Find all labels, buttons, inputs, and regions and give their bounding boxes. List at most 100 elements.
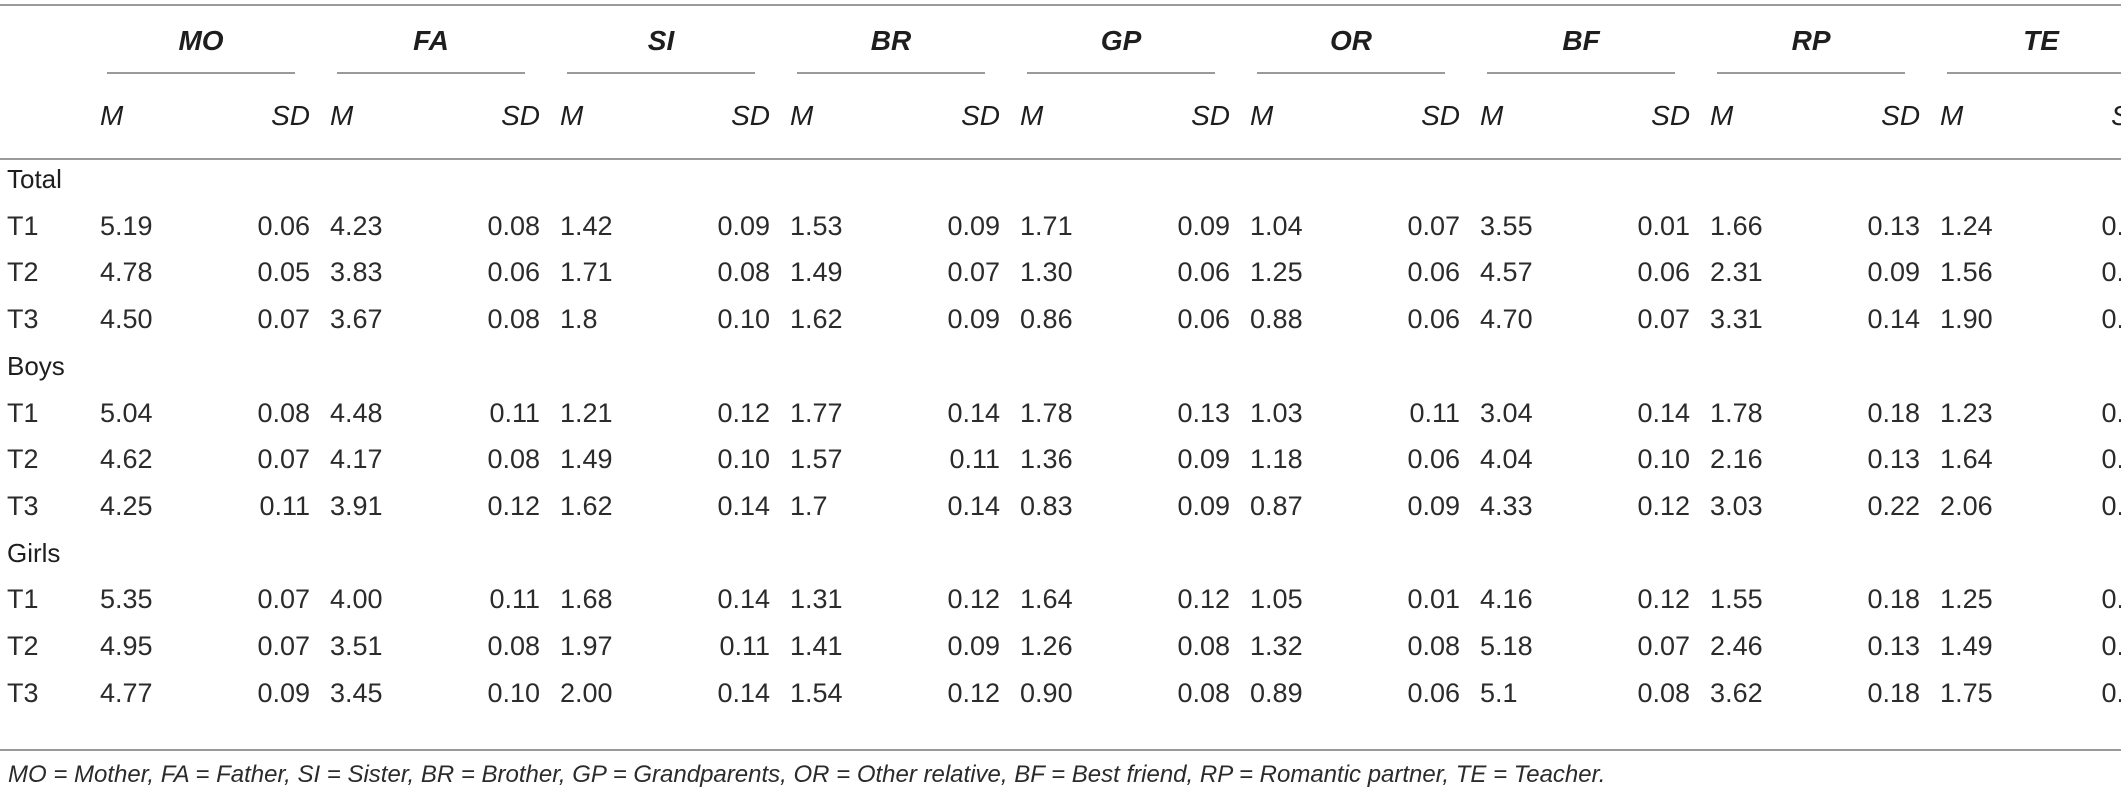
group-label: GP xyxy=(1100,25,1142,56)
mean-value-cell: 5.35 xyxy=(100,584,153,615)
sd-value-cell: 0.14 xyxy=(717,584,771,615)
table-row: T2 4.62 0.07 4.17 0.08 1.49 0.10 1.57 0.11 1.36 0.… xyxy=(0,436,2121,483)
table-footnote: MO = Mother, FA = Father, SI = Sister, B… xyxy=(8,761,1606,788)
sd-value-cell: 0.07 xyxy=(257,584,311,615)
sd-value-cell: 0.12 xyxy=(947,584,1001,615)
mean-value-cell: 5.19 xyxy=(100,210,153,241)
sd-value-cell: 0.11 xyxy=(489,397,541,428)
sd-value-cell: 0.12 xyxy=(1177,584,1231,615)
section-label: Girls xyxy=(7,537,61,568)
sd-subheader: SD xyxy=(1421,100,1461,131)
sd-value-cell: 0.08 xyxy=(487,630,541,661)
mean-value-cell: 1.53 xyxy=(790,210,843,241)
mean-value-cell: 4.33 xyxy=(1480,490,1533,521)
sd-value-cell: 0.08 xyxy=(1407,630,1461,661)
sd-value-cell: 0.09 xyxy=(717,210,771,241)
time-point-label: T3 xyxy=(7,677,39,708)
mean-value-cell: 4.95 xyxy=(100,630,153,661)
sd-value-cell: 0.06 xyxy=(487,257,541,288)
mean-value-cell: 1.25 xyxy=(1250,257,1303,288)
sd-value-cell: 0.08 xyxy=(1177,630,1231,661)
group-header-si: SI xyxy=(546,6,776,76)
table-row: T1 5.04 0.08 4.48 0.11 1.21 0.12 1.77 0.14 1.78 0.… xyxy=(0,390,2121,437)
sd-value-cell: 0.12 xyxy=(1637,490,1691,521)
corner-cell xyxy=(0,76,86,156)
mean-value-cell: 1.25 xyxy=(1940,584,1993,615)
mean-value-cell: 3.67 xyxy=(330,303,383,334)
mean-value-cell: 2.06 xyxy=(1940,490,1993,521)
sd-value-cell: 0.11 xyxy=(719,630,771,661)
top-rule xyxy=(0,4,2121,6)
sd-value-cell: 0.08 xyxy=(257,397,311,428)
sd-subheader: SD xyxy=(1881,100,1921,131)
sd-subheader: SD xyxy=(731,100,771,131)
sd-value-cell: 0.09 xyxy=(947,210,1001,241)
mean-value-cell: 1.62 xyxy=(560,490,613,521)
mean-subheader: M xyxy=(1250,100,1274,131)
group-underline xyxy=(1947,72,2121,74)
sd-value-cell: 0.14 xyxy=(1867,303,1921,334)
mean-value-cell: 1.71 xyxy=(560,257,613,288)
sd-value-cell: 0.06 xyxy=(1177,303,1231,334)
mean-value-cell: 2.46 xyxy=(1710,630,1763,661)
group-label: OR xyxy=(1330,25,1373,56)
sd-value-cell: 0.22 xyxy=(1867,490,1921,521)
time-point-label: T2 xyxy=(7,630,39,661)
mean-value-cell: 5.18 xyxy=(1480,630,1533,661)
mean-value-cell: 1.05 xyxy=(1250,584,1303,615)
group-label: MO xyxy=(178,25,224,56)
mean-subheader: M xyxy=(790,100,814,131)
mean-subheader: M xyxy=(1480,100,1504,131)
table-row: T1 5.19 0.06 4.23 0.08 1.42 0.09 1.53 0.09 1.71 0.… xyxy=(0,203,2121,250)
mean-value-cell: 1.78 xyxy=(1020,397,1073,428)
mean-value-cell: 3.91 xyxy=(330,490,383,521)
sd-value-cell: 0.07 xyxy=(1407,210,1461,241)
mean-value-cell: 1.68 xyxy=(560,584,613,615)
mean-value-cell: 3.31 xyxy=(1710,303,1763,334)
mean-value-cell: 1.42 xyxy=(560,210,613,241)
table-row: T2 4.95 0.07 3.51 0.08 1.97 0.11 1.41 0.09 1.26 0.… xyxy=(0,623,2121,670)
sd-value-cell: 0.08 xyxy=(487,444,541,475)
subheader-row: M SD M SD M SD M SD M SD M SD M SD M SD M SD xyxy=(0,76,2121,156)
sd-value-cell: 0.07 xyxy=(1637,303,1691,334)
sd-value-cell: 0.06 xyxy=(1407,444,1461,475)
sd-value-cell: 0.09 xyxy=(1177,444,1231,475)
group-label: TE xyxy=(2023,25,2059,56)
mean-value-cell: 1.7 xyxy=(790,490,828,521)
table-row: T3 4.50 0.07 3.67 0.08 1.8 0.10 1.62 0.09 0.86 0.0… xyxy=(0,296,2121,343)
mean-value-cell: 4.57 xyxy=(1480,257,1533,288)
sd-value-cell: 0.01 xyxy=(1407,584,1461,615)
sd-value-cell: 0.09 xyxy=(257,677,311,708)
time-point-label: T1 xyxy=(7,584,39,615)
mean-value-cell: 4.04 xyxy=(1480,444,1533,475)
mean-value-cell: 1.66 xyxy=(1710,210,1763,241)
sd-value-cell: 0.09 xyxy=(1177,210,1231,241)
sd-value-cell: 0.09 xyxy=(947,303,1001,334)
sd-value-cell: 0.14 xyxy=(717,490,771,521)
table-row: T3 4.25 0.11 3.91 0.12 1.62 0.14 1.7 0.14 0.83 0.0… xyxy=(0,483,2121,530)
mean-value-cell: 1.18 xyxy=(1250,444,1303,475)
mean-value-cell: 0.86 xyxy=(1020,303,1073,334)
sd-value-cell: 0.09 xyxy=(1867,257,1921,288)
sd-value-cell: 0.13 xyxy=(1177,397,1231,428)
mean-value-cell: 1.62 xyxy=(790,303,843,334)
sd-value-cell: 0.10 xyxy=(717,303,771,334)
group-header-gp: GP xyxy=(1006,6,1236,76)
sd-value-cell: 0.08 xyxy=(717,257,771,288)
mean-value-cell: 1.24 xyxy=(1940,210,1993,241)
sd-value-cell: 0.14 xyxy=(1637,397,1691,428)
sd-value-cell: 0.06 xyxy=(1407,257,1461,288)
group-header-br: BR xyxy=(776,6,1006,76)
mean-value-cell: 1.57 xyxy=(790,444,843,475)
time-point-label: T3 xyxy=(7,303,39,334)
sd-value-cell: 0.13 xyxy=(1867,630,1921,661)
mean-value-cell: 3.51 xyxy=(330,630,383,661)
mean-subheader: M xyxy=(1940,100,1964,131)
sd-value-cell: 0.12 xyxy=(487,490,541,521)
mean-value-cell: 4.77 xyxy=(100,677,153,708)
mean-value-cell: 5.1 xyxy=(1480,677,1518,708)
mean-value-cell: 1.54 xyxy=(790,677,843,708)
mean-value-cell: 1.55 xyxy=(1710,584,1763,615)
group-label: RP xyxy=(1791,25,1831,56)
group-label: BF xyxy=(1562,25,1600,56)
